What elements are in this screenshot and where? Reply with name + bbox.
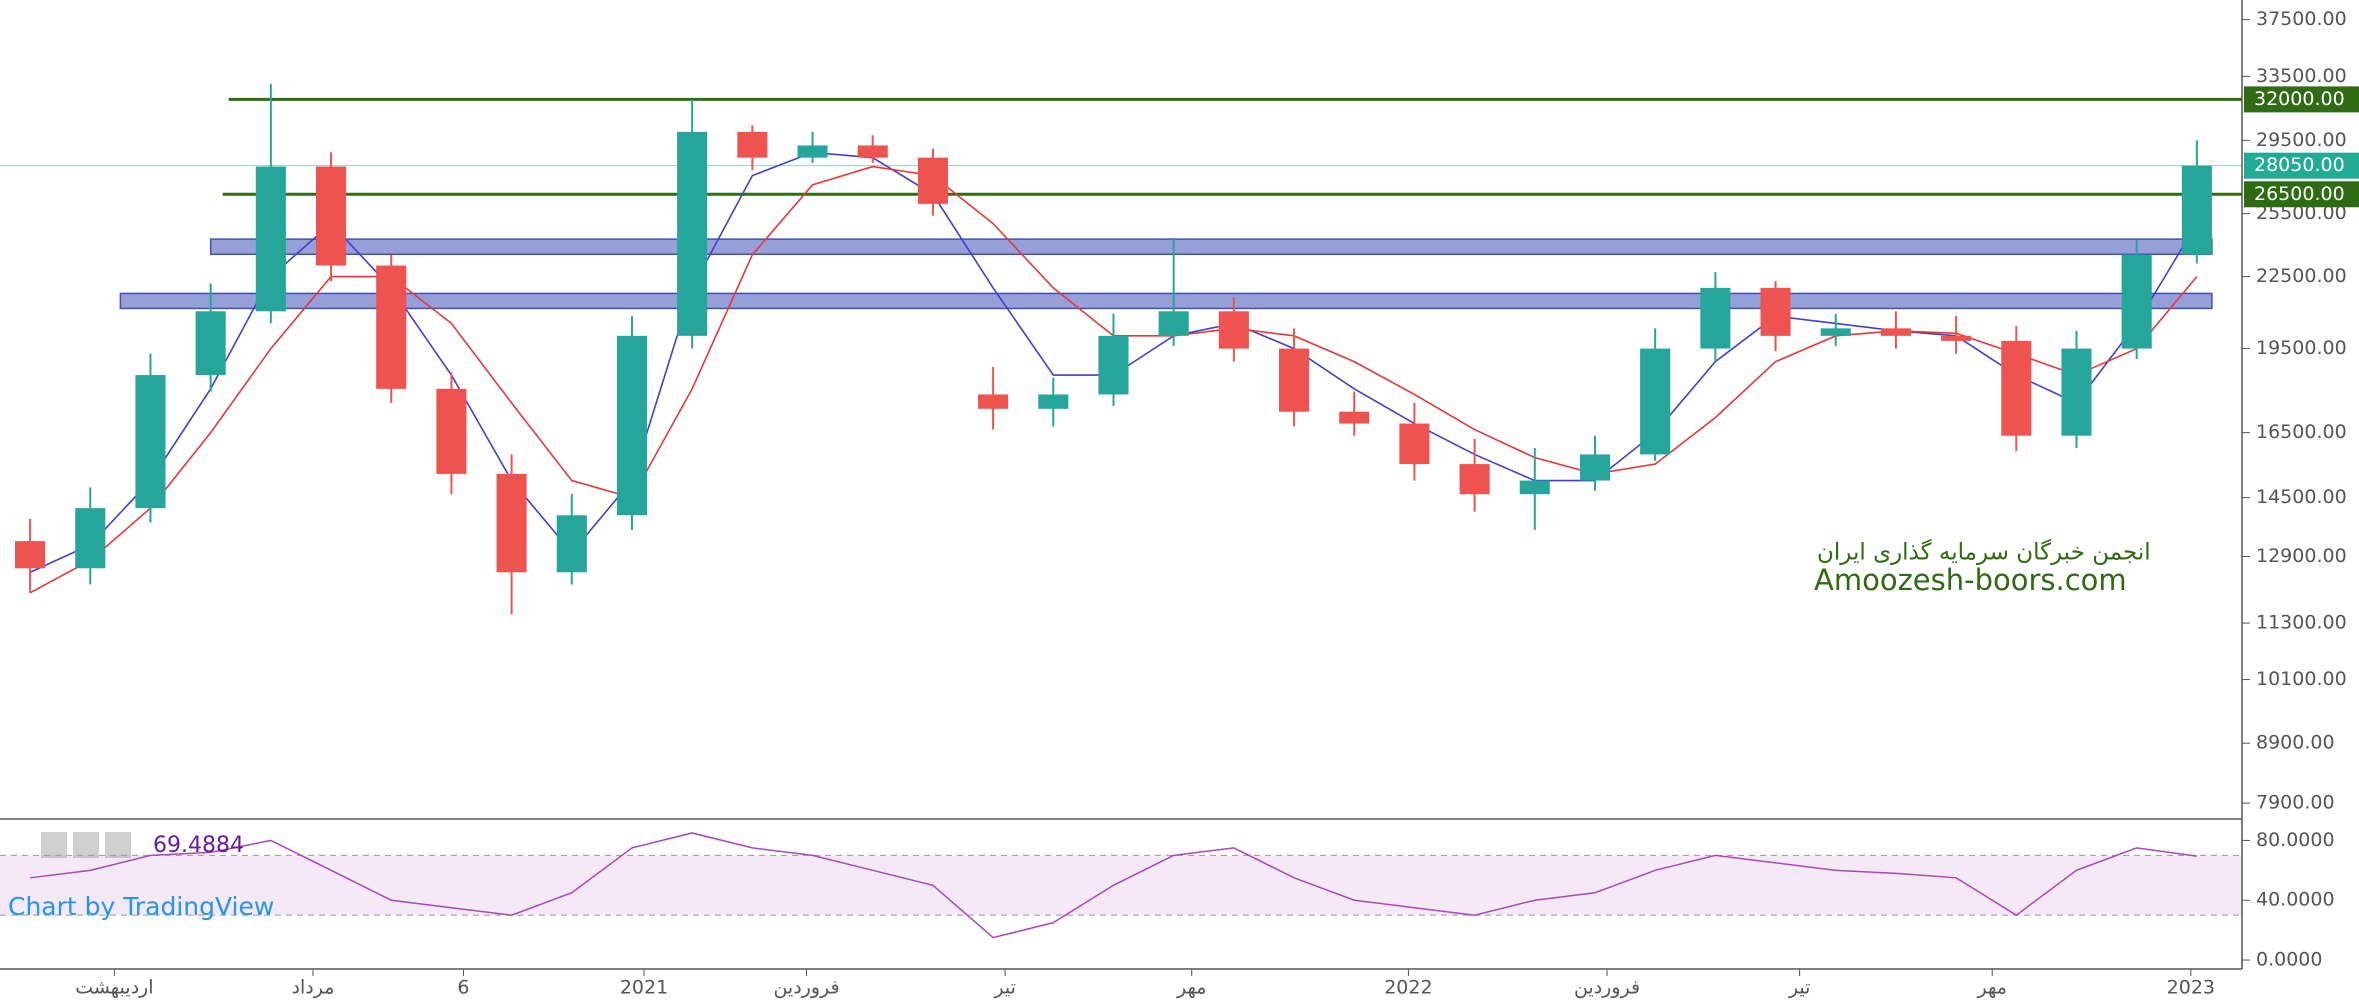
x-tick-label: 2023 [2167,977,2215,999]
candle-body [556,515,587,573]
candle-body [255,166,286,312]
level-label-box [2244,181,2359,208]
x-tick-label: تیر [993,977,1016,999]
x-tick-label: تیر [1788,977,1811,999]
candle-body [135,375,166,509]
y-tick-label: 10100.00 [2256,668,2347,690]
candle-body [737,131,768,158]
x-tick-label: مهر [1176,977,1206,999]
candle-body [677,131,708,336]
y-tick-label: 16500.00 [2256,421,2347,443]
candle-body [496,473,527,573]
candle-body [1640,348,1671,455]
credit: Chart by TradingView [8,892,274,921]
y-tick-label: 14500.00 [2256,486,2347,508]
x-tick-label: مهر [1977,977,2007,999]
candle-body [1218,311,1249,349]
x-tick-label: فروردین [1574,977,1640,999]
candle-body [376,265,407,389]
candle-body [857,145,888,158]
candle-body [1579,454,1611,481]
level-label: 26500.00 [2254,183,2345,205]
candle-body [1158,311,1189,336]
x-tick-label: فروردین [773,977,839,999]
y-tick-label: 8900.00 [2256,732,2335,754]
y-tick-label: 11300.00 [2256,612,2347,634]
icon[interactable] [73,832,99,858]
level-label-box [2244,152,2359,179]
candle-body [2061,348,2092,436]
x-tick-label: 6 [457,977,469,999]
candle-body [917,157,948,204]
candle-body [1760,287,1791,336]
candle-body [978,394,1009,409]
icon[interactable] [105,832,131,858]
candle-body [75,508,106,569]
candle-body [1459,464,1490,495]
y-tick-label: 19500.00 [2256,337,2347,359]
candle-body [436,388,467,474]
candle-body [1941,335,1972,341]
candle-body [1399,423,1430,465]
candle-body [1098,335,1129,395]
annotation: انجمن خبرگان سرمایه گذاری ایران [1817,539,2151,566]
x-tick-label: اردیبهشت [75,977,153,999]
candle-body [2001,340,2032,436]
candle-body [1700,287,1731,349]
y-tick-label: 25500.00 [2256,202,2347,224]
candle-body [1519,480,1550,495]
candle-body [315,166,347,266]
candle-body [1820,328,1851,336]
zone [209,238,2213,256]
candle-body [195,311,226,376]
candle-body [1880,328,1911,336]
y-tick-label: 37500.00 [2256,8,2347,30]
candle-body [15,541,46,569]
candle-body [1038,394,1069,409]
rsi-band [0,855,2242,916]
candle-body [2181,165,2212,255]
candle-body [1278,348,1310,412]
toolbar-icons [41,832,131,858]
level-label: 28050.00 [2254,154,2345,176]
y-tick-label: 7900.00 [2256,792,2335,814]
candle-body [797,145,828,158]
icon[interactable] [41,832,67,858]
y-tick-label: 22500.00 [2256,265,2347,287]
y-tick-label: 29500.00 [2256,129,2347,151]
rsi-line [30,832,2197,939]
annotation: Amoozesh-boors.com [1814,563,2127,597]
x-tick-label: 2022 [1384,977,1432,999]
y-tick-label: 40.0000 [2256,889,2335,911]
y-tick-label: 0.0000 [2256,949,2322,971]
candle-body [2121,254,2152,349]
rsi-value: 69.4884 [153,833,244,858]
x-tick-label: 2021 [620,977,668,999]
y-tick-label: 12900.00 [2256,545,2347,567]
level-label: 32000.00 [2254,88,2345,110]
zone [119,292,2213,310]
candle-body [1339,411,1370,424]
x-tick-label: مرداد [292,977,335,999]
candle-body [616,335,648,516]
y-tick-label: 80.0000 [2256,829,2335,851]
level-label-box [2244,86,2359,113]
y-tick-label: 33500.00 [2256,65,2347,87]
